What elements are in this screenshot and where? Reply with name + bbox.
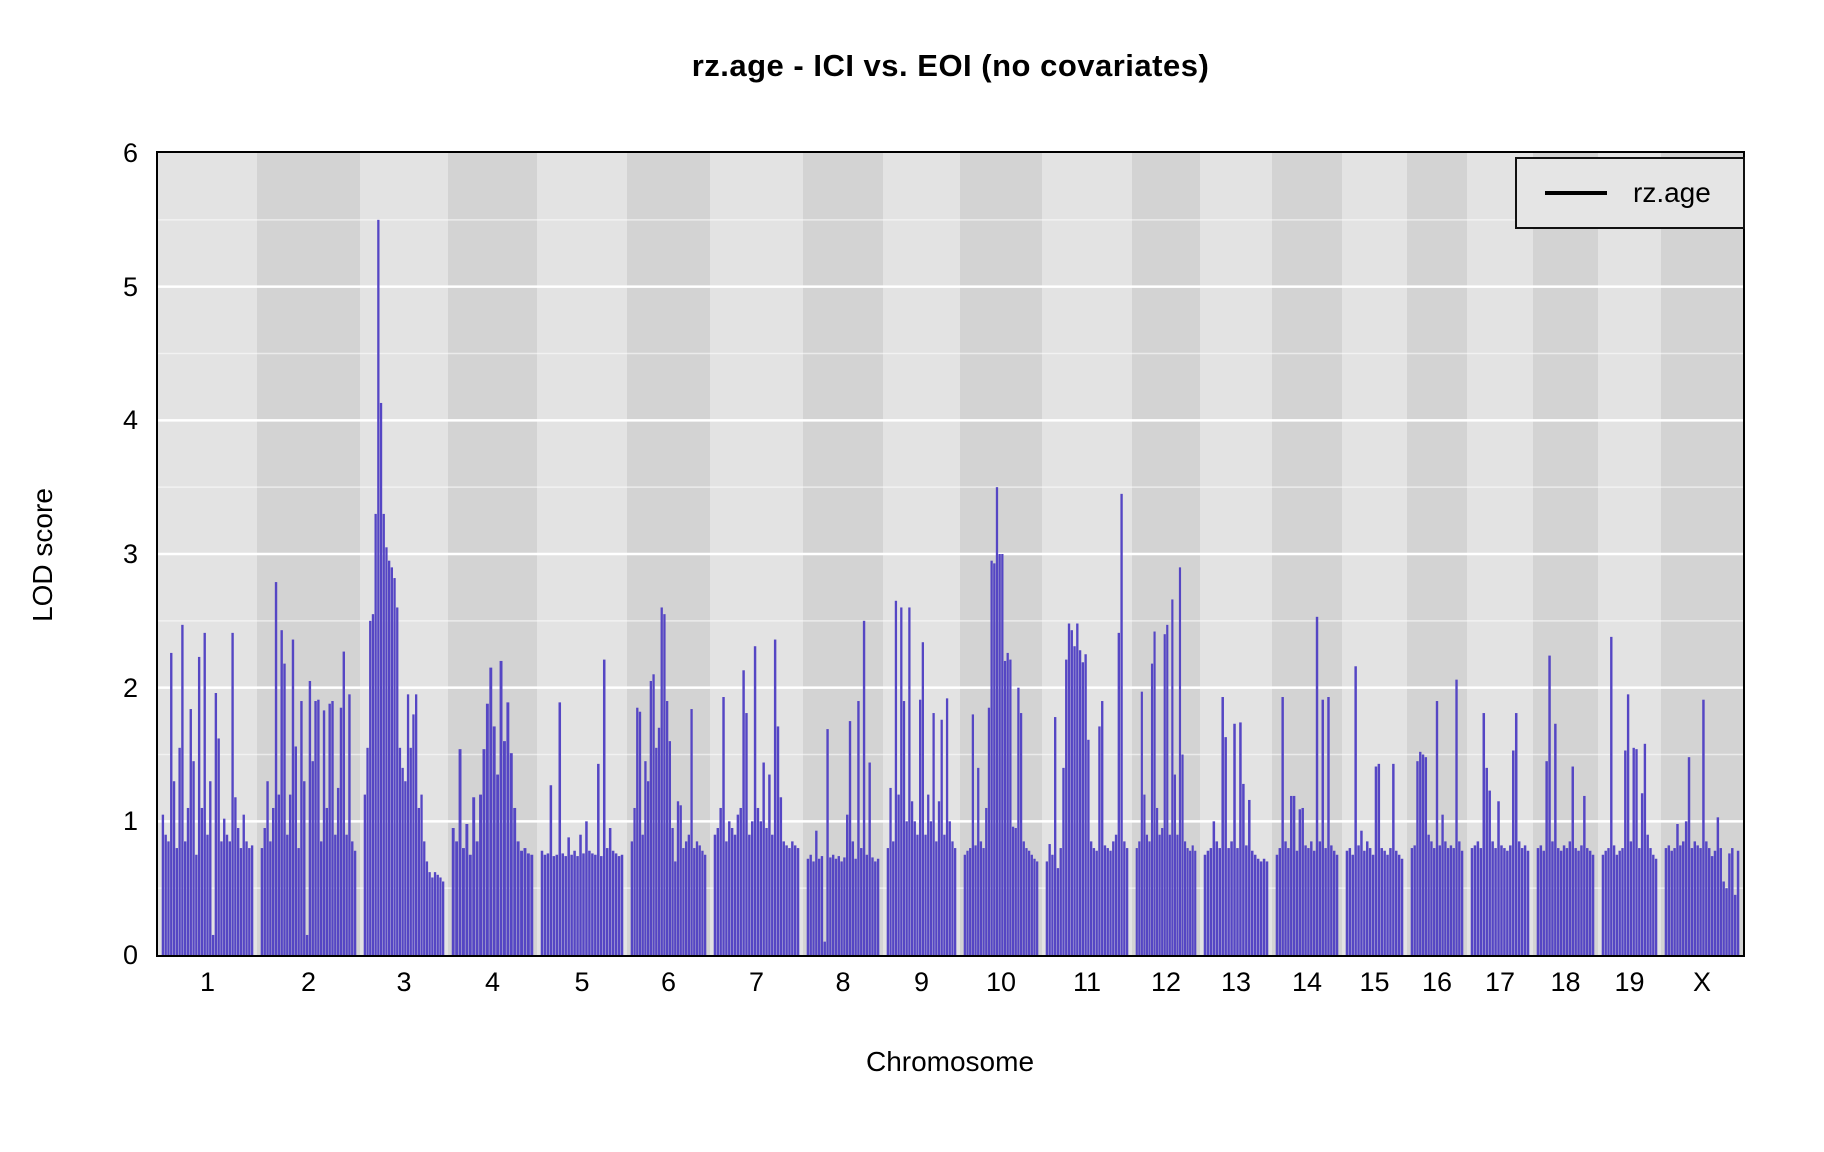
page-title: rz.age - ICI vs. EOI (no covariates) [691, 48, 1210, 83]
x-tick-label: 2 [300, 967, 317, 997]
x-tick-label: 14 [1291, 967, 1323, 997]
legend: rz.age [1515, 157, 1745, 229]
x-tick-label: 5 [574, 967, 590, 997]
x-tick-label: 12 [1150, 967, 1182, 997]
y-axis-title: LOD score [27, 488, 58, 622]
x-tick-label: 10 [985, 967, 1017, 997]
x-tick-label: 19 [1614, 967, 1645, 997]
x-tick-label: 4 [484, 967, 501, 997]
chart-svg [158, 153, 1743, 955]
x-tick-label: 16 [1421, 967, 1453, 997]
x-axis-title: Chromosome [865, 1046, 1035, 1077]
y-tick-label: 2 [122, 672, 138, 703]
x-tick-label: 17 [1484, 967, 1516, 997]
x-tick-label: 7 [748, 967, 765, 997]
y-tick-label: 4 [122, 405, 138, 436]
x-tick-label: X [1692, 967, 1711, 997]
y-tick-label: 0 [122, 940, 138, 970]
y-tick-label: 1 [122, 806, 138, 837]
x-tick-label: 6 [660, 967, 677, 997]
legend-label: rz.age [1633, 177, 1711, 208]
x-tick-label: 13 [1220, 967, 1252, 997]
plot-area: rz.age [156, 151, 1745, 957]
legend-line-swatch [1545, 191, 1607, 195]
y-tick-label: 6 [122, 138, 138, 168]
x-tick-label: 18 [1550, 967, 1581, 997]
x-tick-label: 9 [913, 967, 930, 997]
x-tick-label: 11 [1072, 967, 1102, 997]
x-tick-label: 1 [199, 967, 216, 997]
y-tick-label: 3 [122, 539, 138, 569]
y-tick-label: 5 [122, 271, 138, 302]
x-tick-label: 8 [835, 967, 851, 997]
x-tick-label: 3 [396, 967, 412, 997]
x-tick-label: 15 [1359, 967, 1390, 997]
